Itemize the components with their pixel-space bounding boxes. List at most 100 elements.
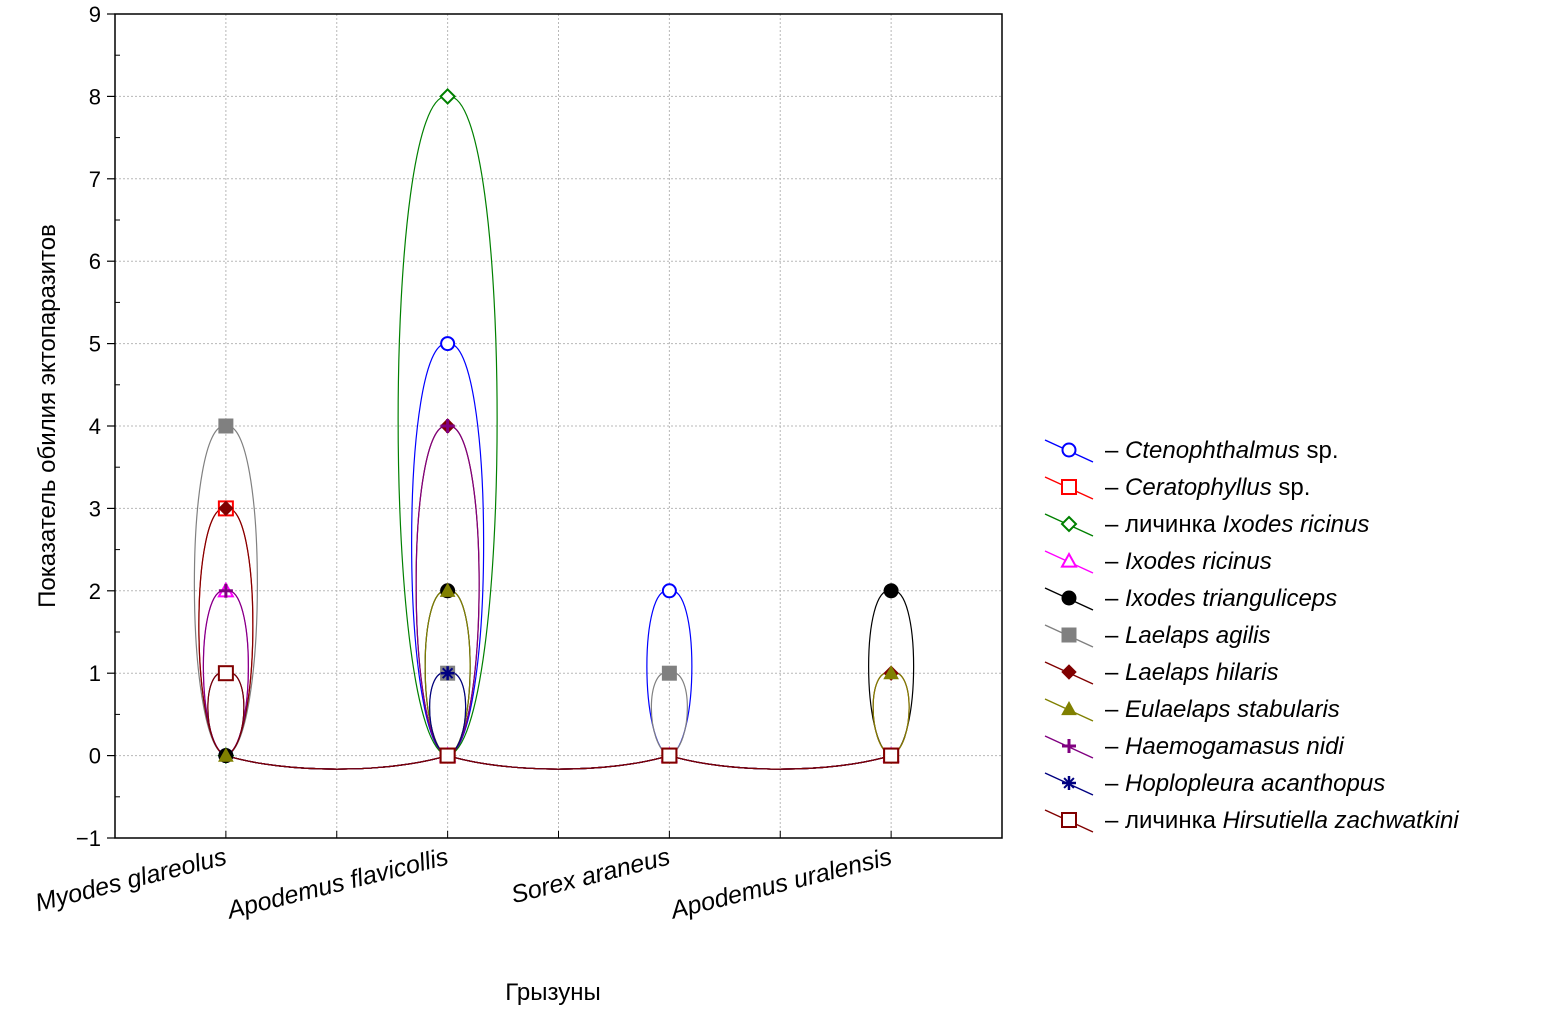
data-point-hoplopleura-acanthopus — [440, 666, 455, 681]
legend-label-prefix: – — [1105, 622, 1125, 649]
x-category-label: Apodemus uralensis — [666, 843, 895, 925]
legend-item: – личинка Ixodes ricinus — [1044, 511, 1369, 538]
data-point-laelaps-agilis — [218, 418, 234, 434]
legend-label-prefix: – — [1105, 659, 1125, 686]
legend-label: – Laelaps agilis — [1105, 622, 1270, 649]
data-point-eulaelaps-stabularis — [439, 582, 456, 597]
y-tick-label: −1 — [76, 826, 101, 851]
series-curves — [193, 95, 915, 770]
legend-label-name: Ceratophyllus — [1125, 474, 1272, 501]
series-curve-ixodes-ricinus — [202, 590, 892, 770]
legend-label-suffix: sp. — [1272, 474, 1311, 501]
legend-label-prefix: – — [1105, 770, 1125, 797]
data-point-eulaelaps-stabularis — [883, 665, 899, 680]
legend-label-name: Ixodes ricinus — [1125, 548, 1272, 575]
legend-item: – Ixodes trianguliceps — [1044, 585, 1337, 612]
series-curve-laelaps-hilaris — [198, 425, 910, 770]
legend-marker — [1061, 664, 1077, 680]
legend-label-name: Ctenophthalmus — [1125, 437, 1300, 464]
legend-item: – Laelaps agilis — [1044, 622, 1270, 649]
legend-label-name: Ixodes trianguliceps — [1125, 585, 1337, 612]
legend-label-prefix: – личинка — [1105, 511, 1223, 538]
x-category-label: Apodemus flavicollis — [223, 843, 451, 925]
data-point-haemogamasus-nidi — [218, 583, 233, 598]
x-axis-label: Грызуны — [505, 979, 600, 1006]
legend-label-suffix: sp. — [1300, 437, 1339, 464]
legend-label-prefix: – — [1105, 474, 1125, 501]
legend-label-prefix: – — [1105, 585, 1125, 612]
series-curve-hirsutiella-zachwatkini — [207, 672, 892, 770]
legend-label: – Haemogamasus nidi — [1105, 733, 1344, 760]
grid-lines — [115, 14, 1002, 838]
data-point-laelaps-hilaris — [218, 500, 234, 517]
legend-label-prefix: – — [1105, 733, 1125, 760]
legend-marker — [1061, 700, 1077, 716]
legend-label: – Ctenophthalmus sp. — [1105, 437, 1338, 464]
y-tick-label: 2 — [89, 579, 101, 604]
data-point-hirsutiella-zachwatkini — [439, 747, 456, 764]
y-tick-label: 6 — [89, 249, 101, 274]
legend-item: – Ceratophyllus sp. — [1044, 474, 1310, 501]
axis-ticks — [107, 13, 1003, 839]
y-tick-label: 0 — [89, 744, 101, 769]
legend-label: – Laelaps hilaris — [1105, 659, 1278, 686]
y-tick-labels: −1 0 1 2 3 4 5 6 7 8 9 — [76, 2, 101, 851]
data-point-ctenophthalmus — [440, 336, 456, 352]
legend-label: – Ceratophyllus sp. — [1105, 474, 1310, 501]
legend-item: – Eulaelaps stabularis — [1044, 696, 1340, 723]
y-tick-label: 5 — [89, 332, 101, 357]
data-point-hirsutiella-zachwatkini — [883, 747, 900, 764]
legend-marker — [1062, 776, 1076, 790]
series-curve-eulaelaps-stabularis — [225, 590, 910, 770]
data-point-ixodes-ricinus — [439, 87, 457, 105]
legend-item: – Laelaps hilaris — [1044, 659, 1278, 686]
legend-marker — [1060, 551, 1078, 568]
legend-marker — [1061, 812, 1077, 828]
y-tick-label: 9 — [89, 2, 101, 27]
legend-label-name: Hirsutiella zachwatkini — [1223, 807, 1460, 834]
legend-marker — [1061, 479, 1077, 495]
legend-marker — [1061, 627, 1077, 643]
legend-label-prefix: – — [1105, 696, 1125, 723]
data-point-haemogamasus-nidi — [440, 419, 455, 433]
y-tick-label: 3 — [89, 496, 101, 521]
legend-label-prefix: – личинка — [1105, 807, 1223, 834]
legend-label: – Hoplopleura acanthopus — [1105, 770, 1385, 797]
legend: – Ctenophthalmus sp.– Ceratophyllus sp.–… — [1044, 437, 1459, 834]
legend-label-prefix: – — [1105, 437, 1125, 464]
legend-item: – Ctenophthalmus sp. — [1044, 437, 1338, 464]
legend-label: – личинка Hirsutiella zachwatkini — [1105, 807, 1459, 834]
legend-marker — [1061, 590, 1077, 606]
legend-label: – Ixodes ricinus — [1105, 548, 1272, 575]
data-point-laelaps-agilis — [661, 665, 677, 681]
legend-label: – Eulaelaps stabularis — [1105, 696, 1340, 723]
legend-label-name: Haemogamasus nidi — [1125, 733, 1344, 760]
data-point-hirsutiella-zachwatkini — [661, 747, 678, 764]
legend-label: – личинка Ixodes ricinus — [1105, 511, 1369, 538]
data-point-eulaelaps-stabularis — [218, 747, 234, 762]
data-point-ctenophthalmus — [661, 583, 677, 599]
series-curve-ixodes-ricinus — [225, 95, 892, 770]
legend-item: – личинка Hirsutiella zachwatkini — [1044, 807, 1459, 834]
y-tick-label: 8 — [89, 84, 101, 109]
legend-label-name: Hoplopleura acanthopus — [1125, 770, 1385, 797]
legend-label-name: Laelaps hilaris — [1125, 659, 1278, 686]
y-tick-label: 1 — [89, 661, 101, 686]
legend-label-name: Ixodes ricinus — [1223, 511, 1370, 538]
legend-marker — [1061, 442, 1077, 458]
y-tick-label: 4 — [89, 414, 101, 439]
series-curve-ceratophyllus — [198, 507, 892, 770]
legend-item: – Ixodes ricinus — [1044, 548, 1272, 575]
data-point-ixodes-trianguliceps — [883, 583, 899, 599]
legend-item: – Hoplopleura acanthopus — [1044, 770, 1385, 797]
series-curve-laelaps-agilis — [193, 425, 892, 770]
y-axis-label: Показатель обилия эктопаразитов — [34, 224, 61, 608]
legend-label-name: Eulaelaps stabularis — [1125, 696, 1340, 723]
series-curve-ixodes-trianguliceps — [225, 590, 915, 770]
legend-item: – Haemogamasus nidi — [1044, 733, 1344, 760]
legend-label-prefix: – — [1105, 548, 1125, 575]
data-point-hirsutiella-zachwatkini — [217, 665, 234, 682]
x-category-label: Myodes glareolus — [32, 843, 229, 918]
